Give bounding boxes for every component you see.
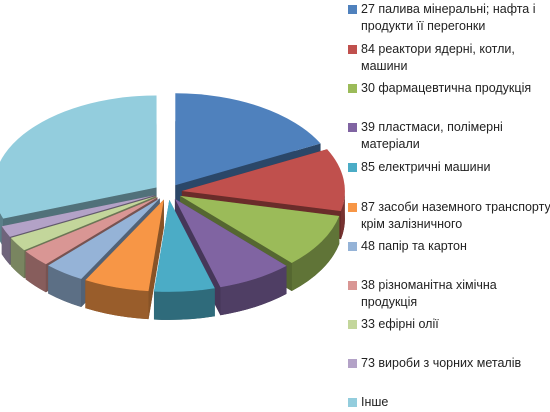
legend-label: 38 різноманітна хімічна продукція <box>361 278 497 309</box>
chart-legend: 27 палива мінеральні; нафта і продукти ї… <box>342 0 550 412</box>
legend-swatch <box>348 242 357 251</box>
legend-label: 73 вироби з чорних металів <box>361 356 522 370</box>
legend-label: 85 електричні машини <box>361 160 491 174</box>
legend-label: 39 пластмаси, полімерні матеріали <box>361 120 503 151</box>
legend-swatch <box>348 203 357 212</box>
legend-label: 30 фармацевтична продукція <box>361 81 532 95</box>
legend-swatch <box>348 5 357 14</box>
legend-swatch <box>348 45 357 54</box>
legend-label: Інше <box>361 395 389 409</box>
legend-swatch <box>348 281 357 290</box>
legend-label: 48 папір та картон <box>361 239 467 253</box>
legend-swatch <box>348 163 357 172</box>
legend-swatch <box>348 359 357 368</box>
legend-swatch <box>348 84 357 93</box>
legend-swatch <box>348 398 357 407</box>
legend-label: 87 засоби наземного транспорту крім залі… <box>361 200 550 231</box>
legend-label: 84 реактори ядерні, котли, машини <box>361 42 515 73</box>
pie-slice-6 <box>85 199 164 320</box>
legend-swatch <box>348 320 357 329</box>
legend-label: 33 ефірні олії <box>361 317 439 331</box>
legend-label: 27 палива мінеральні; нафта і продукти ї… <box>361 2 536 33</box>
legend-swatch <box>348 123 357 132</box>
pie-slice-5 <box>153 199 215 320</box>
